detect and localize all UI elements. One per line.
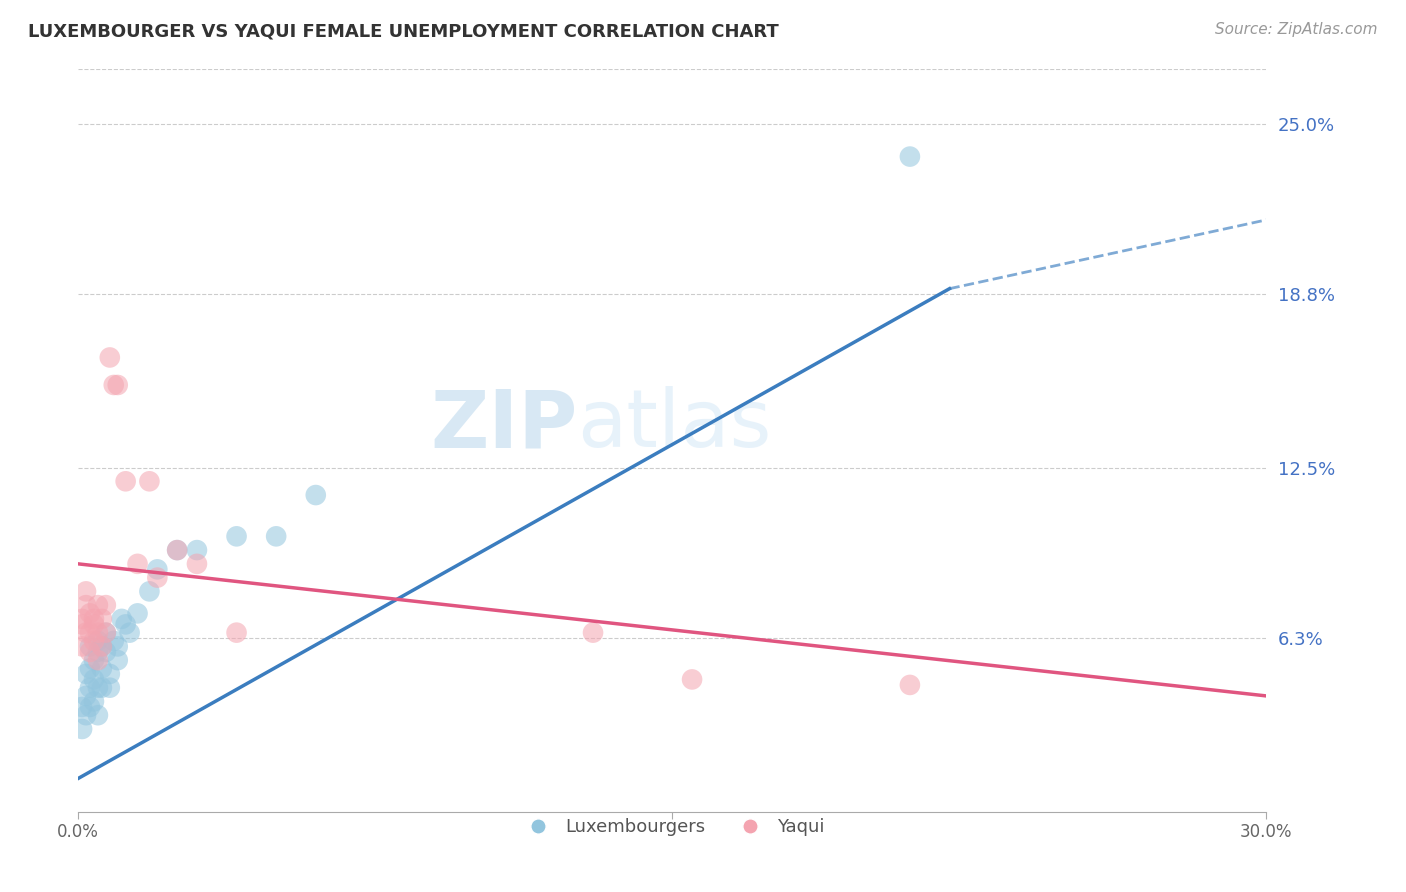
Point: [87, 708, 110, 723]
Point: [94, 598, 117, 612]
Point: [127, 557, 149, 571]
Point: [107, 378, 129, 392]
Point: [75, 689, 97, 703]
Point: [87, 645, 110, 659]
Point: [582, 625, 605, 640]
Point: [79, 645, 101, 659]
Point: [114, 617, 136, 632]
Point: [90, 640, 112, 654]
Point: [186, 557, 208, 571]
Point: [94, 625, 117, 640]
Point: [98, 667, 121, 681]
Point: [146, 562, 169, 576]
Point: [94, 625, 117, 640]
Point: [87, 598, 110, 612]
Point: [94, 645, 117, 659]
Point: [87, 653, 110, 667]
Legend: Luxembourgers, Yaqui: Luxembourgers, Yaqui: [513, 811, 832, 843]
Point: [75, 625, 97, 640]
Point: [83, 633, 105, 648]
Point: [70, 617, 93, 632]
Text: Source: ZipAtlas.com: Source: ZipAtlas.com: [1215, 22, 1378, 37]
Point: [118, 625, 141, 640]
Point: [166, 543, 188, 558]
Point: [138, 475, 160, 489]
Point: [103, 633, 125, 648]
Text: atlas: atlas: [578, 386, 772, 464]
Point: [75, 667, 97, 681]
Point: [70, 700, 93, 714]
Point: [264, 529, 287, 543]
Point: [90, 661, 112, 675]
Point: [75, 598, 97, 612]
Point: [114, 475, 136, 489]
Text: LUXEMBOURGER VS YAQUI FEMALE UNEMPLOYMENT CORRELATION CHART: LUXEMBOURGER VS YAQUI FEMALE UNEMPLOYMEN…: [28, 22, 779, 40]
Point: [107, 653, 129, 667]
Point: [79, 607, 101, 621]
Point: [107, 640, 129, 654]
Point: [79, 640, 101, 654]
Point: [87, 681, 110, 695]
Text: ZIP: ZIP: [430, 386, 578, 464]
Point: [70, 612, 93, 626]
Point: [305, 488, 328, 502]
Point: [83, 653, 105, 667]
Point: [87, 625, 110, 640]
Point: [79, 681, 101, 695]
Point: [83, 694, 105, 708]
Point: [225, 625, 247, 640]
Point: [70, 640, 93, 654]
Point: [898, 150, 921, 164]
Point: [79, 625, 101, 640]
Point: [79, 700, 101, 714]
Point: [166, 543, 188, 558]
Point: [103, 378, 125, 392]
Point: [90, 640, 112, 654]
Point: [75, 708, 97, 723]
Point: [90, 681, 112, 695]
Point: [146, 571, 169, 585]
Point: [79, 661, 101, 675]
Point: [127, 607, 149, 621]
Point: [138, 584, 160, 599]
Point: [75, 584, 97, 599]
Point: [83, 673, 105, 687]
Point: [225, 529, 247, 543]
Point: [87, 633, 110, 648]
Point: [681, 673, 703, 687]
Point: [90, 612, 112, 626]
Point: [83, 617, 105, 632]
Point: [98, 681, 121, 695]
Point: [83, 612, 105, 626]
Point: [898, 678, 921, 692]
Point: [98, 351, 121, 365]
Point: [186, 543, 208, 558]
Point: [70, 722, 93, 736]
Point: [111, 612, 134, 626]
